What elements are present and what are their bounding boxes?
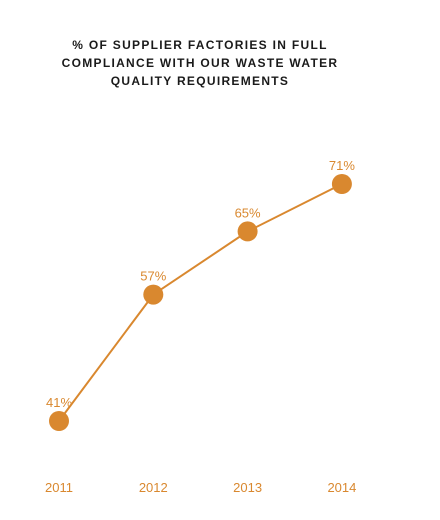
data-label-2014: 71% [329,158,355,173]
data-label-2013: 65% [235,205,261,220]
series-line [58,183,343,422]
data-label-2011: 41% [46,395,72,410]
chart-title-line-1: % OF SUPPLIER FACTORIES IN FULL [72,38,328,52]
x-tick-label-2012: 2012 [139,480,168,495]
chart-title-line-2: COMPLIANCE WITH OUR WASTE WATER [61,56,339,70]
data-point-2011 [49,411,69,431]
x-tick-label-2014: 2014 [327,480,356,495]
chart-title-line-3: QUALITY REQUIREMENTS [110,74,290,88]
data-point-2013 [237,221,258,242]
data-point-2012 [143,284,164,305]
chart-title: % OF SUPPLIER FACTORIES IN FULL COMPLIAN… [0,36,400,90]
x-tick-label-2011: 2011 [45,480,73,495]
data-point-2014 [331,174,352,194]
x-tick-label-2013: 2013 [233,480,262,495]
data-label-2012: 57% [140,269,166,284]
